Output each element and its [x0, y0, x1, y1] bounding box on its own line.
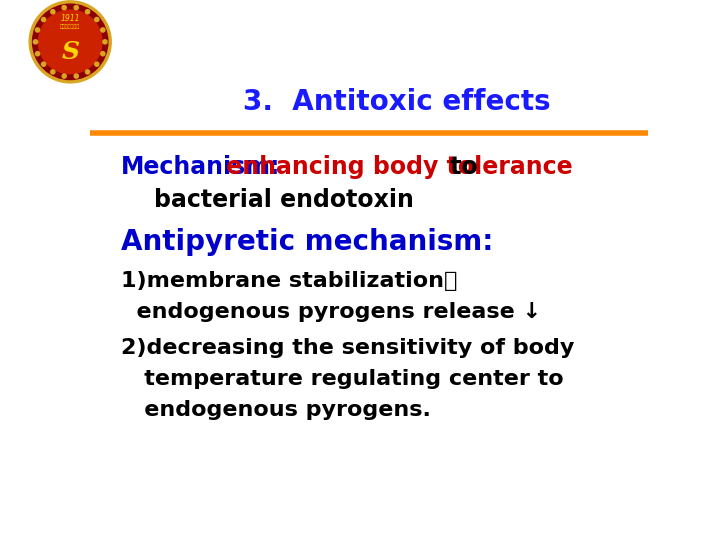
- Text: 1911: 1911: [60, 14, 80, 23]
- Text: 2)decreasing the sensitivity of body: 2)decreasing the sensitivity of body: [121, 338, 574, 357]
- Circle shape: [50, 10, 55, 14]
- Text: bacterial endotoxin: bacterial endotoxin: [121, 188, 413, 212]
- Circle shape: [35, 52, 40, 56]
- Text: to: to: [441, 154, 477, 179]
- Circle shape: [42, 17, 45, 22]
- Text: temperature regulating center to: temperature regulating center to: [121, 369, 563, 389]
- Text: endogenous pyrogens release ↓: endogenous pyrogens release ↓: [121, 302, 541, 322]
- Text: S: S: [61, 40, 79, 64]
- Text: 山东大学齐学院: 山东大学齐学院: [60, 24, 80, 29]
- Circle shape: [62, 5, 66, 10]
- Text: 3.  Antitoxic effects: 3. Antitoxic effects: [243, 88, 551, 116]
- Circle shape: [38, 10, 102, 73]
- Circle shape: [50, 70, 55, 74]
- Circle shape: [101, 52, 105, 56]
- Text: endogenous pyrogens.: endogenous pyrogens.: [121, 400, 431, 420]
- Circle shape: [30, 1, 111, 83]
- Circle shape: [101, 28, 105, 32]
- Circle shape: [95, 17, 99, 22]
- Circle shape: [86, 70, 90, 74]
- Circle shape: [95, 62, 99, 66]
- Circle shape: [35, 28, 40, 32]
- Text: Mechanism:: Mechanism:: [121, 154, 280, 179]
- Text: enhancing body tolerance: enhancing body tolerance: [218, 154, 573, 179]
- Circle shape: [62, 74, 66, 78]
- Circle shape: [103, 40, 107, 44]
- Circle shape: [86, 10, 90, 14]
- Circle shape: [74, 5, 78, 10]
- Circle shape: [74, 74, 78, 78]
- Text: Antipyretic mechanism:: Antipyretic mechanism:: [121, 227, 493, 255]
- Circle shape: [42, 62, 45, 66]
- Text: 1)membrane stabilization：: 1)membrane stabilization：: [121, 271, 457, 291]
- Circle shape: [32, 4, 108, 79]
- Circle shape: [33, 40, 37, 44]
